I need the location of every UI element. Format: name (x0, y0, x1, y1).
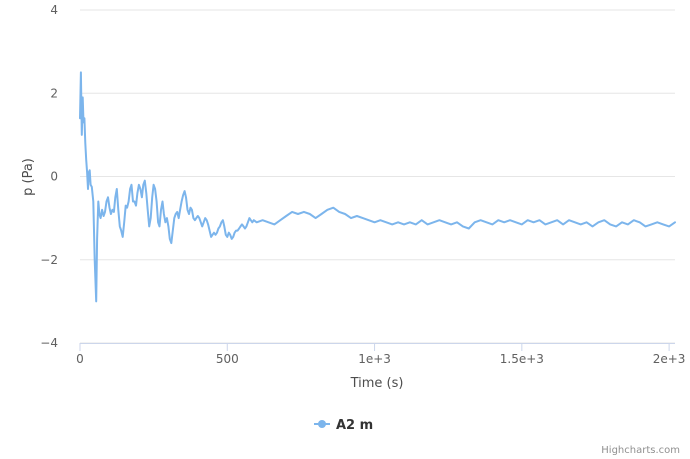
y-tick-label: 2 (50, 86, 58, 100)
x-axis-title: Time (s) (350, 376, 404, 391)
credits-link[interactable]: Highcharts.com (601, 445, 680, 456)
legend-item-label[interactable]: A2 m (336, 418, 373, 433)
y-tick-label: 4 (50, 3, 58, 17)
grid-lines (80, 9, 675, 344)
series-group (79, 71, 676, 303)
y-axis-title: p (Pa) (21, 158, 36, 196)
series-line-a2-m[interactable] (79, 71, 676, 303)
x-tick-label: 1.5e+3 (500, 352, 544, 366)
y-tick-label: −4 (40, 336, 58, 350)
x-tick-label: 500 (216, 352, 239, 366)
x-axis (79, 343, 675, 351)
x-tick-label: 0 (76, 352, 84, 366)
x-tick-label: 2e+3 (653, 352, 686, 366)
x-tick-label: 1e+3 (358, 352, 391, 366)
y-tick-label: −2 (40, 253, 58, 267)
legend[interactable]: A2 m (314, 418, 373, 433)
legend-marker-icon (318, 420, 326, 428)
x-axis-tick-labels: 0 500 1e+3 1.5e+3 2e+3 (76, 352, 685, 366)
y-tick-label: 0 (50, 170, 58, 184)
y-axis-tick-labels: −4 −2 0 2 4 (40, 3, 58, 350)
